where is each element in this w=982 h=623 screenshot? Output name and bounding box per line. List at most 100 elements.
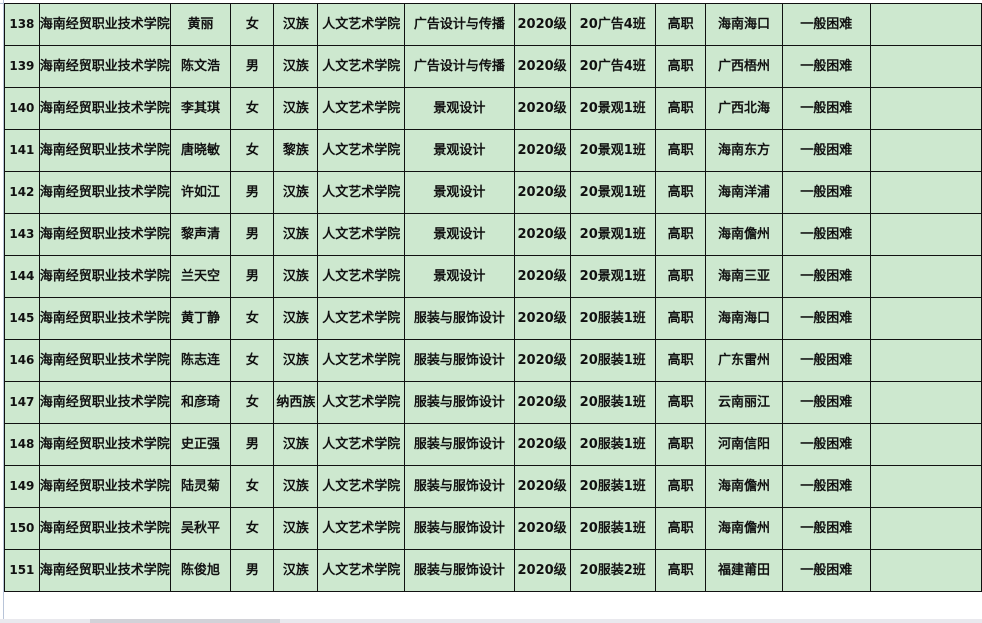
cell-name[interactable]: 陈文浩 — [169, 45, 232, 88]
cell-ethnicity[interactable]: 汉族 — [273, 3, 319, 46]
cell-note[interactable] — [869, 45, 982, 88]
cell-difficulty[interactable]: 一般困难 — [781, 381, 871, 424]
cell-ethnicity[interactable]: 汉族 — [273, 45, 319, 88]
cell-class[interactable]: 20服装1班 — [569, 381, 656, 424]
cell-difficulty[interactable]: 一般困难 — [781, 423, 871, 466]
cell-note[interactable] — [869, 507, 982, 550]
cell-origin[interactable]: 福建莆田 — [705, 549, 783, 592]
cell-gender[interactable]: 女 — [230, 339, 275, 382]
cell-class[interactable]: 20景观1班 — [569, 171, 656, 214]
cell-grade[interactable]: 2020级 — [513, 549, 571, 592]
cell-origin[interactable]: 海南儋州 — [705, 213, 783, 256]
cell-origin[interactable]: 河南信阳 — [705, 423, 783, 466]
cell-difficulty[interactable]: 一般困难 — [781, 465, 871, 508]
cell-ethnicity[interactable]: 黎族 — [273, 129, 319, 172]
cell-no[interactable]: 143 — [4, 213, 40, 256]
cell-origin[interactable]: 海南儋州 — [705, 507, 783, 550]
cell-no[interactable]: 144 — [4, 255, 40, 298]
cell-school[interactable]: 海南经贸职业技术学院 — [38, 255, 171, 298]
cell-name[interactable]: 陈志连 — [169, 339, 232, 382]
cell-class[interactable]: 20广告4班 — [569, 45, 656, 88]
cell-ethnicity[interactable]: 汉族 — [273, 171, 319, 214]
cell-level[interactable]: 高职 — [654, 465, 707, 508]
cell-college[interactable]: 人文艺术学院 — [317, 465, 406, 508]
cell-major[interactable]: 景观设计 — [404, 129, 515, 172]
cell-gender[interactable]: 男 — [230, 549, 275, 592]
cell-note[interactable] — [869, 423, 982, 466]
cell-name[interactable]: 陆灵菊 — [169, 465, 232, 508]
cell-school[interactable]: 海南经贸职业技术学院 — [38, 171, 171, 214]
cell-school[interactable]: 海南经贸职业技术学院 — [38, 423, 171, 466]
cell-ethnicity[interactable]: 汉族 — [273, 549, 319, 592]
cell-school[interactable]: 海南经贸职业技术学院 — [38, 87, 171, 130]
cell-class[interactable]: 20景观1班 — [569, 129, 656, 172]
cell-major[interactable]: 服装与服饰设计 — [404, 549, 515, 592]
cell-school[interactable]: 海南经贸职业技术学院 — [38, 129, 171, 172]
cell-grade[interactable]: 2020级 — [513, 45, 571, 88]
cell-level[interactable]: 高职 — [654, 213, 707, 256]
cell-college[interactable]: 人文艺术学院 — [317, 507, 406, 550]
cell-class[interactable]: 20服装1班 — [569, 423, 656, 466]
cell-college[interactable]: 人文艺术学院 — [317, 45, 406, 88]
cell-class[interactable]: 20服装1班 — [569, 507, 656, 550]
cell-grade[interactable]: 2020级 — [513, 213, 571, 256]
cell-difficulty[interactable]: 一般困难 — [781, 213, 871, 256]
cell-gender[interactable]: 女 — [230, 465, 275, 508]
cell-major[interactable]: 服装与服饰设计 — [404, 339, 515, 382]
cell-college[interactable]: 人文艺术学院 — [317, 171, 406, 214]
cell-ethnicity[interactable]: 汉族 — [273, 297, 319, 340]
cell-grade[interactable]: 2020级 — [513, 339, 571, 382]
cell-level[interactable]: 高职 — [654, 171, 707, 214]
cell-major[interactable]: 服装与服饰设计 — [404, 423, 515, 466]
cell-major[interactable]: 服装与服饰设计 — [404, 507, 515, 550]
cell-note[interactable] — [869, 255, 982, 298]
cell-level[interactable]: 高职 — [654, 381, 707, 424]
cell-grade[interactable]: 2020级 — [513, 87, 571, 130]
cell-class[interactable]: 20景观1班 — [569, 87, 656, 130]
cell-no[interactable]: 145 — [4, 297, 40, 340]
cell-school[interactable]: 海南经贸职业技术学院 — [38, 381, 171, 424]
scrollbar-thumb[interactable] — [90, 619, 280, 623]
cell-note[interactable] — [869, 3, 982, 46]
cell-difficulty[interactable]: 一般困难 — [781, 339, 871, 382]
cell-origin[interactable]: 海南洋浦 — [705, 171, 783, 214]
cell-name[interactable]: 许如江 — [169, 171, 232, 214]
cell-school[interactable]: 海南经贸职业技术学院 — [38, 549, 171, 592]
cell-difficulty[interactable]: 一般困难 — [781, 255, 871, 298]
cell-note[interactable] — [869, 129, 982, 172]
cell-college[interactable]: 人文艺术学院 — [317, 297, 406, 340]
cell-note[interactable] — [869, 171, 982, 214]
cell-gender[interactable]: 女 — [230, 129, 275, 172]
cell-note[interactable] — [869, 549, 982, 592]
cell-college[interactable]: 人文艺术学院 — [317, 129, 406, 172]
cell-school[interactable]: 海南经贸职业技术学院 — [38, 213, 171, 256]
cell-gender[interactable]: 女 — [230, 297, 275, 340]
cell-note[interactable] — [869, 213, 982, 256]
cell-major[interactable]: 服装与服饰设计 — [404, 381, 515, 424]
cell-origin[interactable]: 云南丽江 — [705, 381, 783, 424]
horizontal-scrollbar[interactable] — [0, 619, 982, 623]
cell-name[interactable]: 唐晓敏 — [169, 129, 232, 172]
cell-ethnicity[interactable]: 汉族 — [273, 507, 319, 550]
cell-school[interactable]: 海南经贸职业技术学院 — [38, 507, 171, 550]
cell-ethnicity[interactable]: 汉族 — [273, 339, 319, 382]
cell-major[interactable]: 服装与服饰设计 — [404, 465, 515, 508]
cell-level[interactable]: 高职 — [654, 255, 707, 298]
cell-school[interactable]: 海南经贸职业技术学院 — [38, 297, 171, 340]
cell-name[interactable]: 黄丽 — [169, 3, 232, 46]
cell-no[interactable]: 138 — [4, 3, 40, 46]
cell-difficulty[interactable]: 一般困难 — [781, 171, 871, 214]
cell-gender[interactable]: 男 — [230, 255, 275, 298]
cell-gender[interactable]: 男 — [230, 423, 275, 466]
cell-grade[interactable]: 2020级 — [513, 423, 571, 466]
cell-college[interactable]: 人文艺术学院 — [317, 423, 406, 466]
cell-difficulty[interactable]: 一般困难 — [781, 3, 871, 46]
cell-level[interactable]: 高职 — [654, 507, 707, 550]
cell-difficulty[interactable]: 一般困难 — [781, 507, 871, 550]
cell-no[interactable]: 150 — [4, 507, 40, 550]
cell-class[interactable]: 20景观1班 — [569, 213, 656, 256]
cell-no[interactable]: 148 — [4, 423, 40, 466]
cell-grade[interactable]: 2020级 — [513, 255, 571, 298]
cell-major[interactable]: 景观设计 — [404, 213, 515, 256]
cell-level[interactable]: 高职 — [654, 87, 707, 130]
